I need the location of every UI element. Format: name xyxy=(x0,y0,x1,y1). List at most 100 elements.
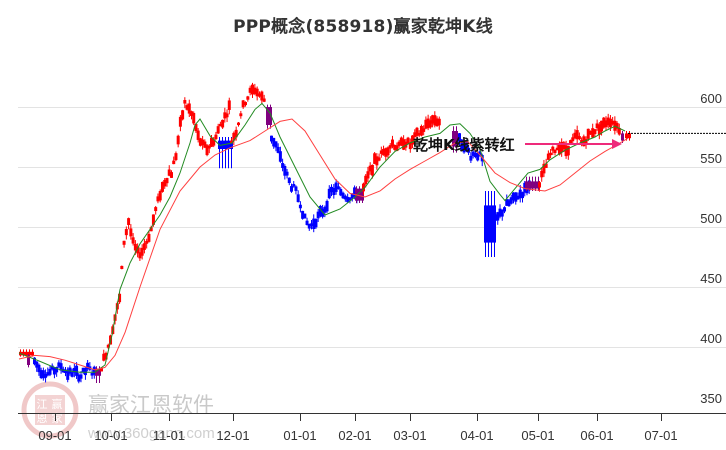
candle-body xyxy=(577,136,581,140)
candle-body xyxy=(301,210,305,219)
x-tick-label: 01-01 xyxy=(283,428,316,443)
candle-body xyxy=(571,137,575,142)
candle-body xyxy=(431,115,435,124)
candle xyxy=(44,369,48,383)
candle-body xyxy=(237,122,240,126)
candle xyxy=(553,149,557,156)
annotation-arrow-head-icon xyxy=(612,139,622,149)
candle xyxy=(269,104,272,129)
candle-body xyxy=(408,142,412,150)
candle-body xyxy=(332,187,336,196)
candle xyxy=(540,168,544,182)
candle-body xyxy=(604,120,608,128)
candle xyxy=(316,208,320,223)
candle-body xyxy=(348,197,352,201)
candle-body xyxy=(566,145,570,156)
candle xyxy=(602,116,606,129)
candle-body xyxy=(382,148,386,156)
candle-body xyxy=(573,132,577,139)
candle-body xyxy=(75,365,79,376)
candle xyxy=(584,136,588,149)
x-tick-label: 04-01 xyxy=(460,428,493,443)
candle-body xyxy=(296,194,300,203)
candle xyxy=(531,176,534,191)
candle xyxy=(364,174,368,188)
candle xyxy=(270,135,273,144)
candle-body xyxy=(272,137,276,147)
candle xyxy=(452,126,455,153)
candle xyxy=(542,159,546,178)
candle-body xyxy=(163,179,167,187)
candle-body xyxy=(25,351,28,356)
candle-body xyxy=(628,133,631,139)
candle-body xyxy=(525,181,528,189)
candle-body xyxy=(310,223,313,227)
candle-body xyxy=(151,214,155,225)
x-tick-label: 02-01 xyxy=(338,428,371,443)
candle xyxy=(460,138,464,151)
candle xyxy=(41,367,45,381)
candle xyxy=(183,97,187,109)
candle-body xyxy=(262,98,266,102)
candle-body xyxy=(270,135,273,142)
candle xyxy=(395,142,399,152)
candle xyxy=(402,135,406,151)
candle xyxy=(239,110,243,119)
candle-body xyxy=(44,373,48,378)
candle xyxy=(221,119,225,129)
watermark-seal xyxy=(35,395,65,425)
candle-body xyxy=(216,126,220,134)
candle xyxy=(214,131,218,141)
candle xyxy=(339,187,343,197)
candle-body xyxy=(318,205,322,217)
candle-body xyxy=(227,140,230,149)
chart-title: PPP概念(858918)赢家乾坤K线 xyxy=(233,17,493,37)
candle-body xyxy=(90,372,94,376)
candle-body xyxy=(198,138,202,146)
candle xyxy=(310,219,313,230)
candle-body xyxy=(190,111,193,116)
candle xyxy=(283,164,287,180)
candle xyxy=(203,139,207,149)
candle xyxy=(521,191,524,203)
candle xyxy=(566,145,570,160)
candle-body xyxy=(167,169,171,176)
candle-body xyxy=(158,191,162,201)
moving-averages xyxy=(18,102,629,373)
candle xyxy=(205,143,209,157)
candle xyxy=(417,130,421,138)
candle-body xyxy=(509,197,513,204)
candle-body xyxy=(460,139,464,151)
x-axis: 09-01 10-01 11-01 12-01 01-01 02-01 03-01 04-01… xyxy=(18,413,726,443)
candle xyxy=(124,226,128,240)
candle xyxy=(70,368,74,378)
candle xyxy=(408,138,412,153)
candle-body xyxy=(402,139,406,150)
candle-body xyxy=(361,188,364,201)
candle-body xyxy=(149,227,153,232)
candle xyxy=(384,147,388,161)
candle xyxy=(72,363,76,378)
candle-body xyxy=(606,117,610,126)
candle xyxy=(332,184,336,199)
candle-body xyxy=(316,211,320,219)
candle xyxy=(138,247,142,261)
candle xyxy=(593,129,597,138)
candle xyxy=(227,97,231,115)
candle xyxy=(555,144,559,151)
candle xyxy=(334,179,338,195)
candle-body xyxy=(210,137,213,147)
candle xyxy=(276,143,280,154)
candle-body xyxy=(494,214,497,221)
candle-body xyxy=(147,233,151,242)
candle xyxy=(325,199,329,213)
candle-body xyxy=(490,205,493,243)
candle-body xyxy=(305,220,309,225)
candle-body xyxy=(187,103,191,114)
candle-body xyxy=(523,182,527,193)
candle xyxy=(39,367,43,380)
candle-body xyxy=(86,362,90,370)
candle-body xyxy=(373,153,377,164)
candle-body xyxy=(154,207,158,212)
